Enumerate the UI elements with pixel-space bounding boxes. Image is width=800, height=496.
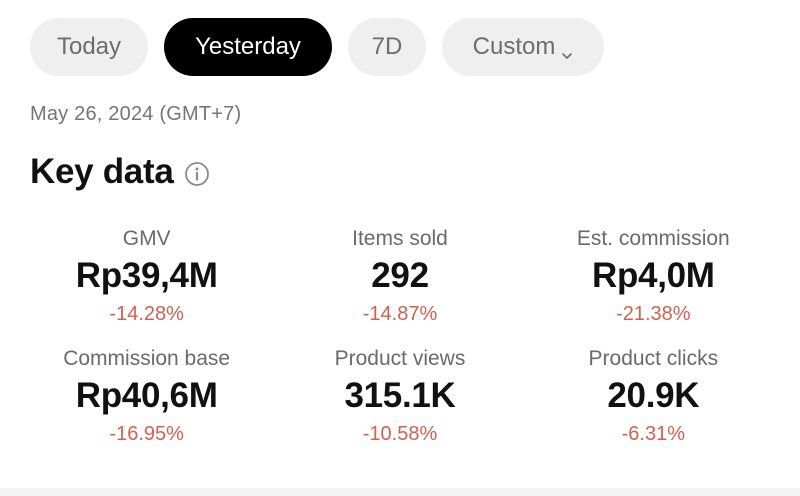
tab-7d-label: 7D [371,33,403,60]
metric-label: Items sold [352,227,448,250]
metric-label: GMV [122,227,171,250]
date-range-tabs: Today Yesterday 7D Custom [30,18,604,76]
tab-today-label: Today [56,33,122,60]
metric-value: Rp39,4M [75,256,218,295]
metric-value: 315.1K [344,376,456,415]
metric-change: -21.38% [616,303,691,325]
key-data-header: Key data [30,152,210,192]
tab-custom[interactable]: Custom [442,18,604,76]
metric-value: 292 [371,256,429,295]
tab-yesterday[interactable]: Yesterday [164,18,332,76]
metric-product-views[interactable]: Product views 315.1K -10.58% [273,344,526,450]
metric-change: -14.87% [362,303,438,325]
metric-gmv[interactable]: GMV Rp39,4M -14.28% [20,224,273,330]
info-icon[interactable] [184,161,210,187]
metric-items-sold[interactable]: Items sold 292 -14.87% [273,224,526,330]
metric-value: Rp40,6M [75,376,218,415]
metric-commission-base[interactable]: Commission base Rp40,6M -16.95% [20,344,273,450]
tab-today[interactable]: Today [30,18,148,76]
metric-product-clicks[interactable]: Product clicks 20.9K -6.31% [527,344,780,450]
date-label: May 26, 2024 (GMT+7) [30,103,242,125]
metric-change: -16.95% [109,423,184,445]
metric-label: Product views [334,347,466,370]
metric-est-commission[interactable]: Est. commission Rp4,0M -21.38% [527,224,780,330]
tab-custom-label: Custom [472,33,556,60]
tab-7d[interactable]: 7D [348,18,426,76]
metrics-grid: GMV Rp39,4M -14.28% Items sold 292 -14.8… [20,224,780,450]
metric-value: Rp4,0M [591,256,715,295]
section-title: Key data [30,152,174,191]
section-divider [0,488,800,496]
metric-change: -14.28% [109,303,184,325]
metric-change: -6.31% [621,423,685,445]
metric-label: Product clicks [588,347,719,370]
metric-change: -10.58% [362,423,438,445]
metric-value: 20.9K [607,376,700,415]
metric-label: Est. commission [576,227,730,250]
tab-yesterday-label: Yesterday [195,33,301,60]
chevron-down-icon [561,41,573,59]
metric-label: Commission base [63,347,231,370]
